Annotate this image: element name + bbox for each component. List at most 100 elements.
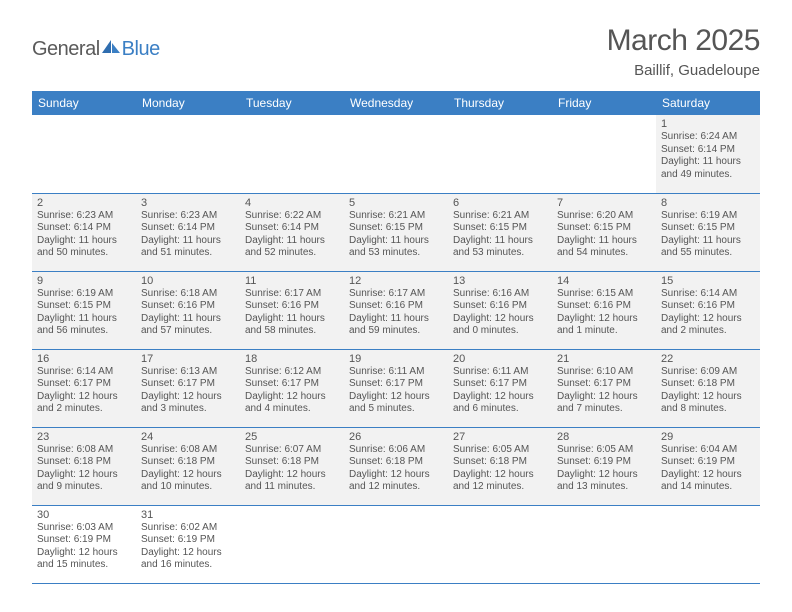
calendar-day-cell: 8Sunrise: 6:19 AMSunset: 6:15 PMDaylight…	[656, 193, 760, 271]
day-number: 6	[453, 197, 547, 209]
calendar-day-cell: 23Sunrise: 6:08 AMSunset: 6:18 PMDayligh…	[32, 427, 136, 505]
sunset-text: Sunset: 6:16 PM	[453, 300, 547, 313]
day-number: 18	[245, 353, 339, 365]
calendar-day-cell: 21Sunrise: 6:10 AMSunset: 6:17 PMDayligh…	[552, 349, 656, 427]
calendar-day-cell: 11Sunrise: 6:17 AMSunset: 6:16 PMDayligh…	[240, 271, 344, 349]
daylight-text: Daylight: 11 hours and 54 minutes.	[557, 235, 651, 260]
daylight-text: Daylight: 12 hours and 14 minutes.	[661, 469, 755, 494]
daylight-text: Daylight: 11 hours and 57 minutes.	[141, 313, 235, 338]
calendar-day-cell: 18Sunrise: 6:12 AMSunset: 6:17 PMDayligh…	[240, 349, 344, 427]
sunset-text: Sunset: 6:17 PM	[141, 378, 235, 391]
daylight-text: Daylight: 11 hours and 50 minutes.	[37, 235, 131, 260]
sunrise-text: Sunrise: 6:11 AM	[453, 366, 547, 379]
brand-logo: General Blue	[32, 38, 160, 61]
daylight-text: Daylight: 12 hours and 8 minutes.	[661, 391, 755, 416]
calendar-day-cell: 27Sunrise: 6:05 AMSunset: 6:18 PMDayligh…	[448, 427, 552, 505]
daylight-text: Daylight: 12 hours and 2 minutes.	[661, 313, 755, 338]
day-number: 25	[245, 431, 339, 443]
calendar-body: 1Sunrise: 6:24 AMSunset: 6:14 PMDaylight…	[32, 115, 760, 583]
day-number: 27	[453, 431, 547, 443]
calendar-week-row: 2Sunrise: 6:23 AMSunset: 6:14 PMDaylight…	[32, 193, 760, 271]
calendar-week-row: 30Sunrise: 6:03 AMSunset: 6:19 PMDayligh…	[32, 505, 760, 583]
calendar-day-cell: 28Sunrise: 6:05 AMSunset: 6:19 PMDayligh…	[552, 427, 656, 505]
calendar-day-cell	[240, 505, 344, 583]
calendar-day-cell	[552, 115, 656, 193]
calendar-day-cell	[448, 115, 552, 193]
sunset-text: Sunset: 6:18 PM	[37, 456, 131, 469]
day-number: 22	[661, 353, 755, 365]
sunrise-text: Sunrise: 6:21 AM	[349, 210, 443, 223]
day-number: 15	[661, 275, 755, 287]
sunset-text: Sunset: 6:15 PM	[557, 222, 651, 235]
day-number: 9	[37, 275, 131, 287]
calendar-day-cell	[344, 505, 448, 583]
sunrise-text: Sunrise: 6:24 AM	[661, 131, 755, 144]
calendar-day-cell: 22Sunrise: 6:09 AMSunset: 6:18 PMDayligh…	[656, 349, 760, 427]
calendar-page: General Blue March 2025 Baillif, Guadelo…	[0, 0, 792, 596]
day-number: 13	[453, 275, 547, 287]
daylight-text: Daylight: 12 hours and 16 minutes.	[141, 547, 235, 572]
day-number: 3	[141, 197, 235, 209]
calendar-day-cell: 16Sunrise: 6:14 AMSunset: 6:17 PMDayligh…	[32, 349, 136, 427]
day-number: 31	[141, 509, 235, 521]
sunrise-text: Sunrise: 6:04 AM	[661, 444, 755, 457]
sunset-text: Sunset: 6:16 PM	[557, 300, 651, 313]
day-number: 23	[37, 431, 131, 443]
day-header: Tuesday	[240, 91, 344, 115]
sunset-text: Sunset: 6:18 PM	[141, 456, 235, 469]
sunset-text: Sunset: 6:18 PM	[453, 456, 547, 469]
sunset-text: Sunset: 6:16 PM	[245, 300, 339, 313]
day-number: 17	[141, 353, 235, 365]
sunrise-text: Sunrise: 6:12 AM	[245, 366, 339, 379]
day-number: 8	[661, 197, 755, 209]
daylight-text: Daylight: 12 hours and 13 minutes.	[557, 469, 651, 494]
sunset-text: Sunset: 6:14 PM	[245, 222, 339, 235]
day-header: Saturday	[656, 91, 760, 115]
sunset-text: Sunset: 6:19 PM	[141, 534, 235, 547]
calendar-table: Sunday Monday Tuesday Wednesday Thursday…	[32, 91, 760, 584]
sunrise-text: Sunrise: 6:08 AM	[141, 444, 235, 457]
sunset-text: Sunset: 6:19 PM	[37, 534, 131, 547]
daylight-text: Daylight: 11 hours and 58 minutes.	[245, 313, 339, 338]
sunrise-text: Sunrise: 6:13 AM	[141, 366, 235, 379]
calendar-day-cell	[32, 115, 136, 193]
sunset-text: Sunset: 6:17 PM	[37, 378, 131, 391]
daylight-text: Daylight: 11 hours and 53 minutes.	[453, 235, 547, 260]
calendar-week-row: 23Sunrise: 6:08 AMSunset: 6:18 PMDayligh…	[32, 427, 760, 505]
sunrise-text: Sunrise: 6:06 AM	[349, 444, 443, 457]
sunset-text: Sunset: 6:17 PM	[557, 378, 651, 391]
sunrise-text: Sunrise: 6:15 AM	[557, 288, 651, 301]
calendar-day-cell: 25Sunrise: 6:07 AMSunset: 6:18 PMDayligh…	[240, 427, 344, 505]
brand-part2: Blue	[122, 38, 160, 61]
sunrise-text: Sunrise: 6:17 AM	[245, 288, 339, 301]
calendar-day-cell: 13Sunrise: 6:16 AMSunset: 6:16 PMDayligh…	[448, 271, 552, 349]
day-number: 28	[557, 431, 651, 443]
calendar-day-cell: 12Sunrise: 6:17 AMSunset: 6:16 PMDayligh…	[344, 271, 448, 349]
calendar-day-cell: 14Sunrise: 6:15 AMSunset: 6:16 PMDayligh…	[552, 271, 656, 349]
sunset-text: Sunset: 6:14 PM	[661, 144, 755, 157]
daylight-text: Daylight: 11 hours and 51 minutes.	[141, 235, 235, 260]
day-number: 10	[141, 275, 235, 287]
daylight-text: Daylight: 11 hours and 55 minutes.	[661, 235, 755, 260]
calendar-day-cell	[344, 115, 448, 193]
sunrise-text: Sunrise: 6:14 AM	[661, 288, 755, 301]
page-header: General Blue March 2025 Baillif, Guadelo…	[32, 24, 760, 79]
sunrise-text: Sunrise: 6:07 AM	[245, 444, 339, 457]
day-header: Wednesday	[344, 91, 448, 115]
calendar-day-cell: 30Sunrise: 6:03 AMSunset: 6:19 PMDayligh…	[32, 505, 136, 583]
location-label: Baillif, Guadeloupe	[607, 62, 760, 79]
month-title: March 2025	[607, 24, 760, 58]
sunrise-text: Sunrise: 6:10 AM	[557, 366, 651, 379]
day-number: 26	[349, 431, 443, 443]
daylight-text: Daylight: 12 hours and 9 minutes.	[37, 469, 131, 494]
calendar-day-cell: 17Sunrise: 6:13 AMSunset: 6:17 PMDayligh…	[136, 349, 240, 427]
sunset-text: Sunset: 6:16 PM	[141, 300, 235, 313]
calendar-day-cell: 5Sunrise: 6:21 AMSunset: 6:15 PMDaylight…	[344, 193, 448, 271]
daylight-text: Daylight: 11 hours and 52 minutes.	[245, 235, 339, 260]
sunset-text: Sunset: 6:17 PM	[349, 378, 443, 391]
sunset-text: Sunset: 6:14 PM	[37, 222, 131, 235]
calendar-week-row: 16Sunrise: 6:14 AMSunset: 6:17 PMDayligh…	[32, 349, 760, 427]
calendar-day-cell: 6Sunrise: 6:21 AMSunset: 6:15 PMDaylight…	[448, 193, 552, 271]
day-header-row: Sunday Monday Tuesday Wednesday Thursday…	[32, 91, 760, 115]
day-number: 19	[349, 353, 443, 365]
